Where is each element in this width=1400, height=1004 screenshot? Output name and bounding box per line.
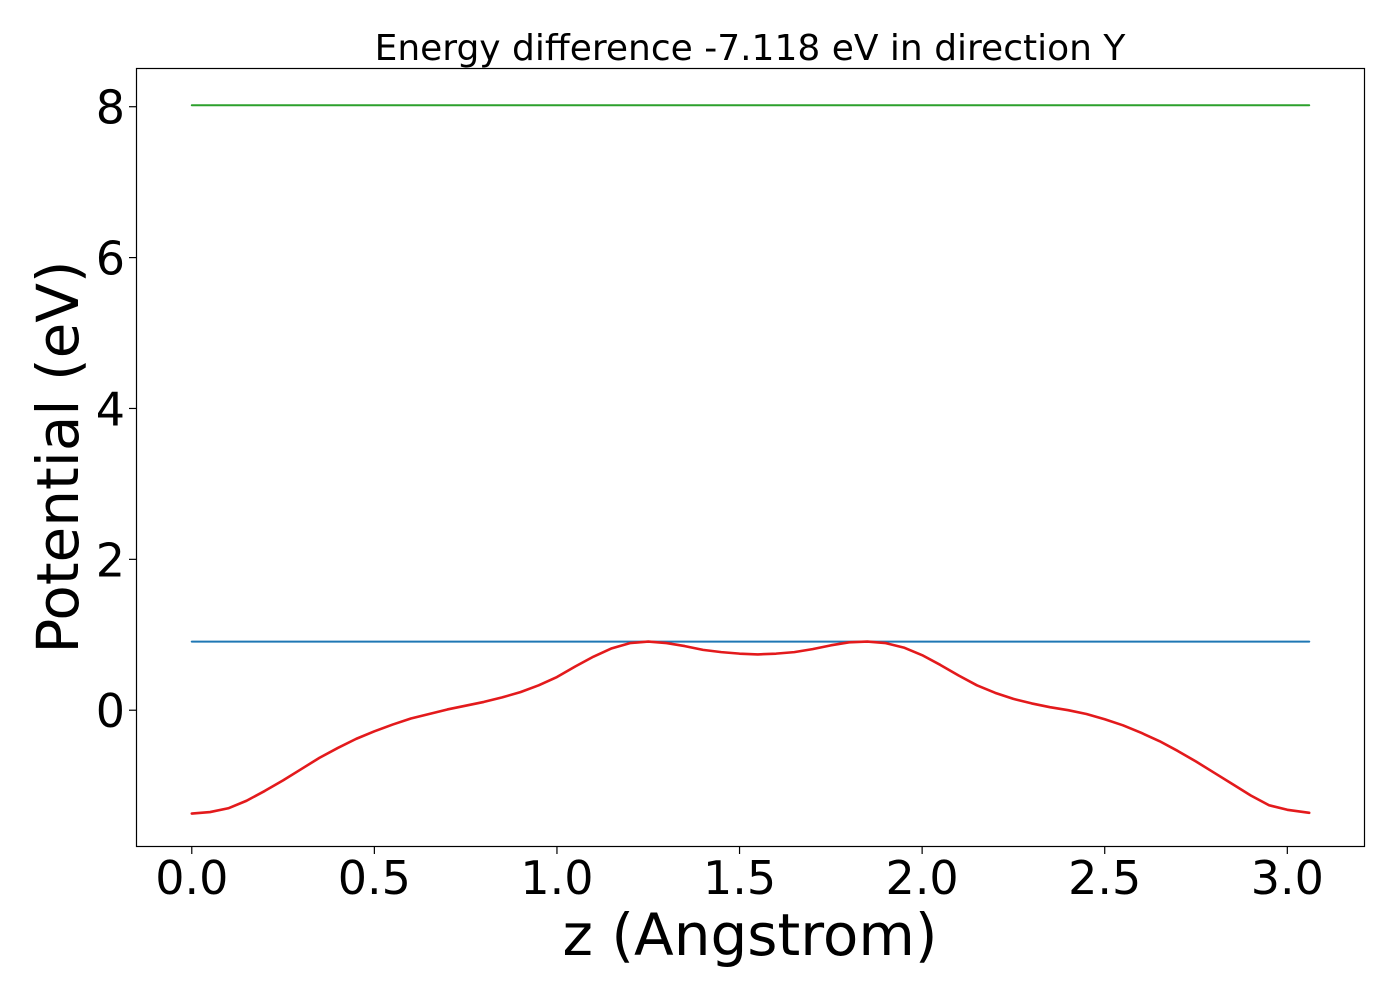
axes-frame [135,67,1366,848]
x-axis-ticks: 0.0 0.5 1.0 1.5 2.0 2.5 3.0 [155,846,1324,905]
x-tick-label: 0.0 [155,851,228,905]
x-tick-label: 3.0 [1251,851,1324,905]
y-tick-label: 6 [96,232,125,286]
x-tick-label: 0.5 [338,851,411,905]
y-tick-label: 4 [96,382,125,436]
plot-area [190,104,1311,815]
x-tick-label: 1.5 [703,851,776,905]
y-tick-label: 2 [96,533,125,587]
y-tick-label: 8 [96,81,125,135]
chart-title: Energy difference -7.118 eV in direction… [375,28,1127,69]
y-tick-label: 0 [96,684,125,738]
x-tick-label: 1.0 [520,851,593,905]
x-tick-label: 2.5 [1068,851,1141,905]
y-axis-label: Potential (eV) [24,260,92,653]
x-axis-label: z (Angstrom) [563,901,938,969]
red-potential-curve [190,640,1311,815]
x-tick-label: 2.0 [886,851,959,905]
y-axis-ticks: 0 2 4 6 8 [96,81,137,738]
